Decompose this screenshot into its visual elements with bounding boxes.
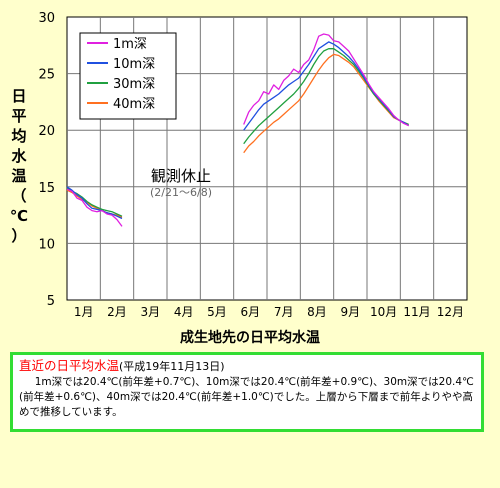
x-tick-label: 10月	[370, 305, 397, 319]
y-axis-title-char: 平	[11, 107, 27, 125]
y-axis-title-char: 均	[11, 127, 27, 145]
legend-label: 40m深	[113, 97, 155, 112]
series-line	[66, 188, 123, 227]
y-tick-label: 10	[38, 237, 55, 252]
y-tick-labels: 5 10 15 20 25 30	[38, 11, 55, 309]
note-box: 直近の日平均水温(平成19年11月13日) 1m深では20.4℃(前年差+0.7…	[10, 352, 484, 432]
chart-title: 成生地先の日平均水温	[180, 330, 320, 346]
y-axis-title-char: ）	[11, 227, 27, 245]
x-tick-label: 4月	[174, 305, 194, 319]
y-axis-title-char: 水	[11, 147, 27, 165]
legend-label: 10m深	[113, 57, 155, 72]
x-tick-label: 5月	[207, 305, 227, 319]
note-body: 1m深では20.4℃(前年差+0.7℃)、10m深では20.4℃(前年差+0.9…	[19, 376, 474, 418]
y-axis-title-char: 日	[11, 87, 27, 105]
series-lines	[66, 33, 410, 227]
note-date: (平成19年11月13日)	[119, 360, 225, 373]
y-axis-title: 日平均水温 （ ℃ ）	[8, 86, 30, 246]
x-tick-label: 9月	[341, 305, 361, 319]
x-tick-label: 3月	[141, 305, 161, 319]
grid	[67, 17, 467, 300]
y-tick-label: 5	[47, 294, 55, 309]
legend-label: 1m深	[113, 37, 147, 52]
x-tick-label: 11月	[403, 305, 430, 319]
series-line	[243, 41, 410, 131]
series-line	[243, 48, 409, 145]
legend-box	[79, 32, 177, 120]
series-line	[243, 33, 409, 127]
x-tick-label: 12月	[437, 305, 464, 319]
y-axis-title-char: 温	[11, 167, 27, 185]
x-tick-label: 1月	[74, 305, 94, 319]
legend: 1m深 10m深 30m深 40m深	[79, 32, 177, 120]
note-title: 直近の日平均水温	[19, 358, 120, 373]
x-tick-label: 7月	[274, 305, 294, 319]
x-tick-label: 8月	[307, 305, 327, 319]
annotation-text: 観測休止	[151, 167, 211, 185]
y-axis-title-char: （	[11, 187, 27, 205]
annotation-subtext: (2/21～6/8)	[150, 186, 212, 199]
y-tick-label: 30	[38, 11, 55, 26]
x-tick-labels: 1月 2月 3月 4月 5月 6月 7月 8月 9月 10月 11月 12月	[74, 305, 464, 319]
y-tick-label: 25	[38, 68, 55, 83]
x-tick-label: 2月	[107, 305, 127, 319]
y-tick-label: 20	[38, 124, 55, 139]
series-line	[66, 186, 123, 220]
y-axis-title-char: ℃	[9, 207, 29, 225]
y-tick-label: 15	[38, 181, 55, 196]
x-tick-label: 6月	[241, 305, 261, 319]
legend-label: 30m深	[113, 77, 155, 92]
series-line	[243, 53, 409, 154]
